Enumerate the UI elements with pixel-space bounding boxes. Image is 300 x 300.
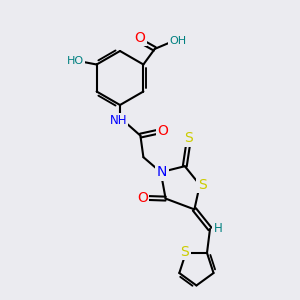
Text: HO: HO [67, 56, 84, 66]
Text: O: O [137, 191, 148, 205]
Text: H: H [213, 222, 222, 236]
Text: S: S [184, 131, 194, 145]
Text: OH: OH [169, 36, 186, 46]
Text: S: S [180, 245, 189, 259]
Text: O: O [158, 124, 168, 138]
Text: N: N [157, 165, 167, 179]
Text: NH: NH [110, 114, 127, 127]
Text: O: O [134, 31, 145, 44]
Text: S: S [198, 178, 207, 192]
